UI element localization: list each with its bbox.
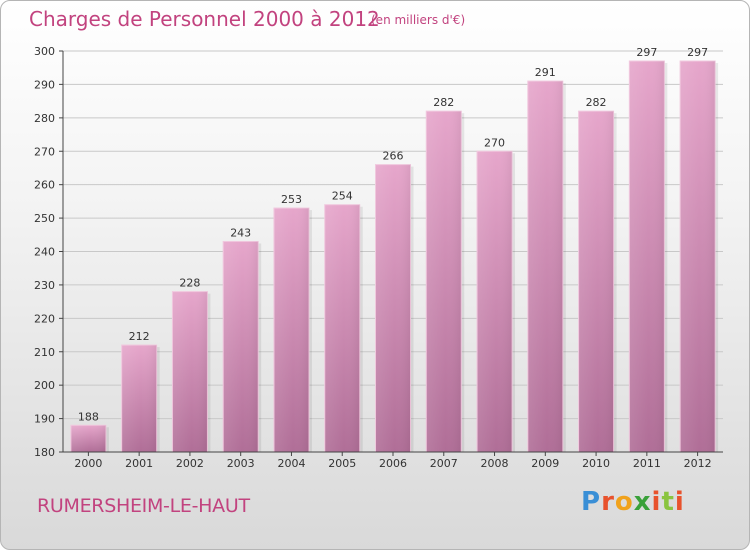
x-tick-label: 2004 [277, 457, 305, 470]
y-tick-label: 180 [34, 446, 55, 459]
y-tick-label: 240 [34, 246, 55, 259]
bar-highlight [527, 81, 563, 452]
logo-letter: r [601, 487, 615, 517]
y-axis: 180 190 200 210 220 230 240 250 260 270 280 290 300 [34, 45, 64, 459]
data-label: 228 [179, 277, 200, 290]
x-tick-label: 2006 [379, 457, 407, 470]
y-tick-label: 270 [34, 145, 55, 158]
y-tick-label: 280 [34, 112, 55, 125]
x-tick-label: 2001 [125, 457, 153, 470]
data-label: 243 [230, 226, 251, 239]
x-tick-label: 2007 [430, 457, 458, 470]
logo-letter: t [661, 487, 675, 517]
y-tick-label: 200 [34, 379, 55, 392]
location-name: RUMERSHEIM-LE-HAUT [37, 495, 250, 517]
y-tick-label: 220 [34, 312, 55, 325]
x-tick-label: 2011 [633, 457, 661, 470]
x-axis-labels: 2000 2001 2002 2003 2004 2005 2006 2007 2008 2009… [63, 451, 723, 470]
x-tick-label: 2009 [531, 457, 559, 470]
y-tick-label: 250 [34, 212, 55, 225]
data-label: 253 [281, 193, 302, 206]
data-label: 254 [332, 190, 353, 203]
data-label: 297 [636, 46, 657, 59]
logo-letter: i [674, 487, 685, 517]
y-tick-label: 300 [34, 45, 55, 58]
bar-highlight [70, 425, 106, 452]
data-label: 270 [484, 136, 505, 149]
x-tick-label: 2000 [74, 457, 102, 470]
bars [70, 60, 719, 453]
data-label: 188 [78, 410, 99, 423]
chart-title: Charges de Personnel 2000 à 2012 [29, 7, 380, 31]
logo-letter: i [651, 487, 662, 517]
x-tick-label: 2005 [328, 457, 356, 470]
data-label: 297 [687, 46, 708, 59]
data-label: 282 [586, 96, 607, 109]
data-label: 266 [383, 150, 404, 163]
bar-highlight [121, 345, 157, 452]
x-tick-label: 2008 [481, 457, 509, 470]
proxiti-logo: Proxiti [581, 487, 685, 517]
bar-highlight [324, 204, 360, 452]
y-tick-label: 290 [34, 78, 55, 91]
logo-letter: o [614, 487, 634, 517]
bar-highlight [172, 291, 208, 452]
x-tick-label: 2012 [684, 457, 712, 470]
bar-highlight [680, 61, 716, 453]
logo-letter: x [633, 487, 652, 517]
bar-highlight [273, 208, 309, 452]
data-label: 282 [433, 96, 454, 109]
x-tick-label: 2003 [227, 457, 255, 470]
y-tick-label: 190 [34, 413, 55, 426]
bar-highlight [629, 61, 665, 453]
bar-highlight [223, 241, 259, 452]
data-labels: 188 212 228 243 253 254 266 282 270 291 282 297 297 [78, 46, 708, 423]
data-label: 212 [129, 330, 150, 343]
bar-highlight [426, 111, 462, 453]
y-tick-label: 260 [34, 179, 55, 192]
x-tick-label: 2002 [176, 457, 204, 470]
bar-highlight [375, 164, 411, 452]
bar-highlight [578, 111, 614, 453]
y-tick-label: 230 [34, 279, 55, 292]
x-tick-label: 2010 [582, 457, 610, 470]
logo-letter: P [581, 487, 602, 517]
y-tick-label: 210 [34, 346, 55, 359]
bar-highlight [477, 151, 513, 452]
chart-subtitle: (en milliers d'€) [371, 13, 466, 27]
data-label: 291 [535, 66, 556, 79]
